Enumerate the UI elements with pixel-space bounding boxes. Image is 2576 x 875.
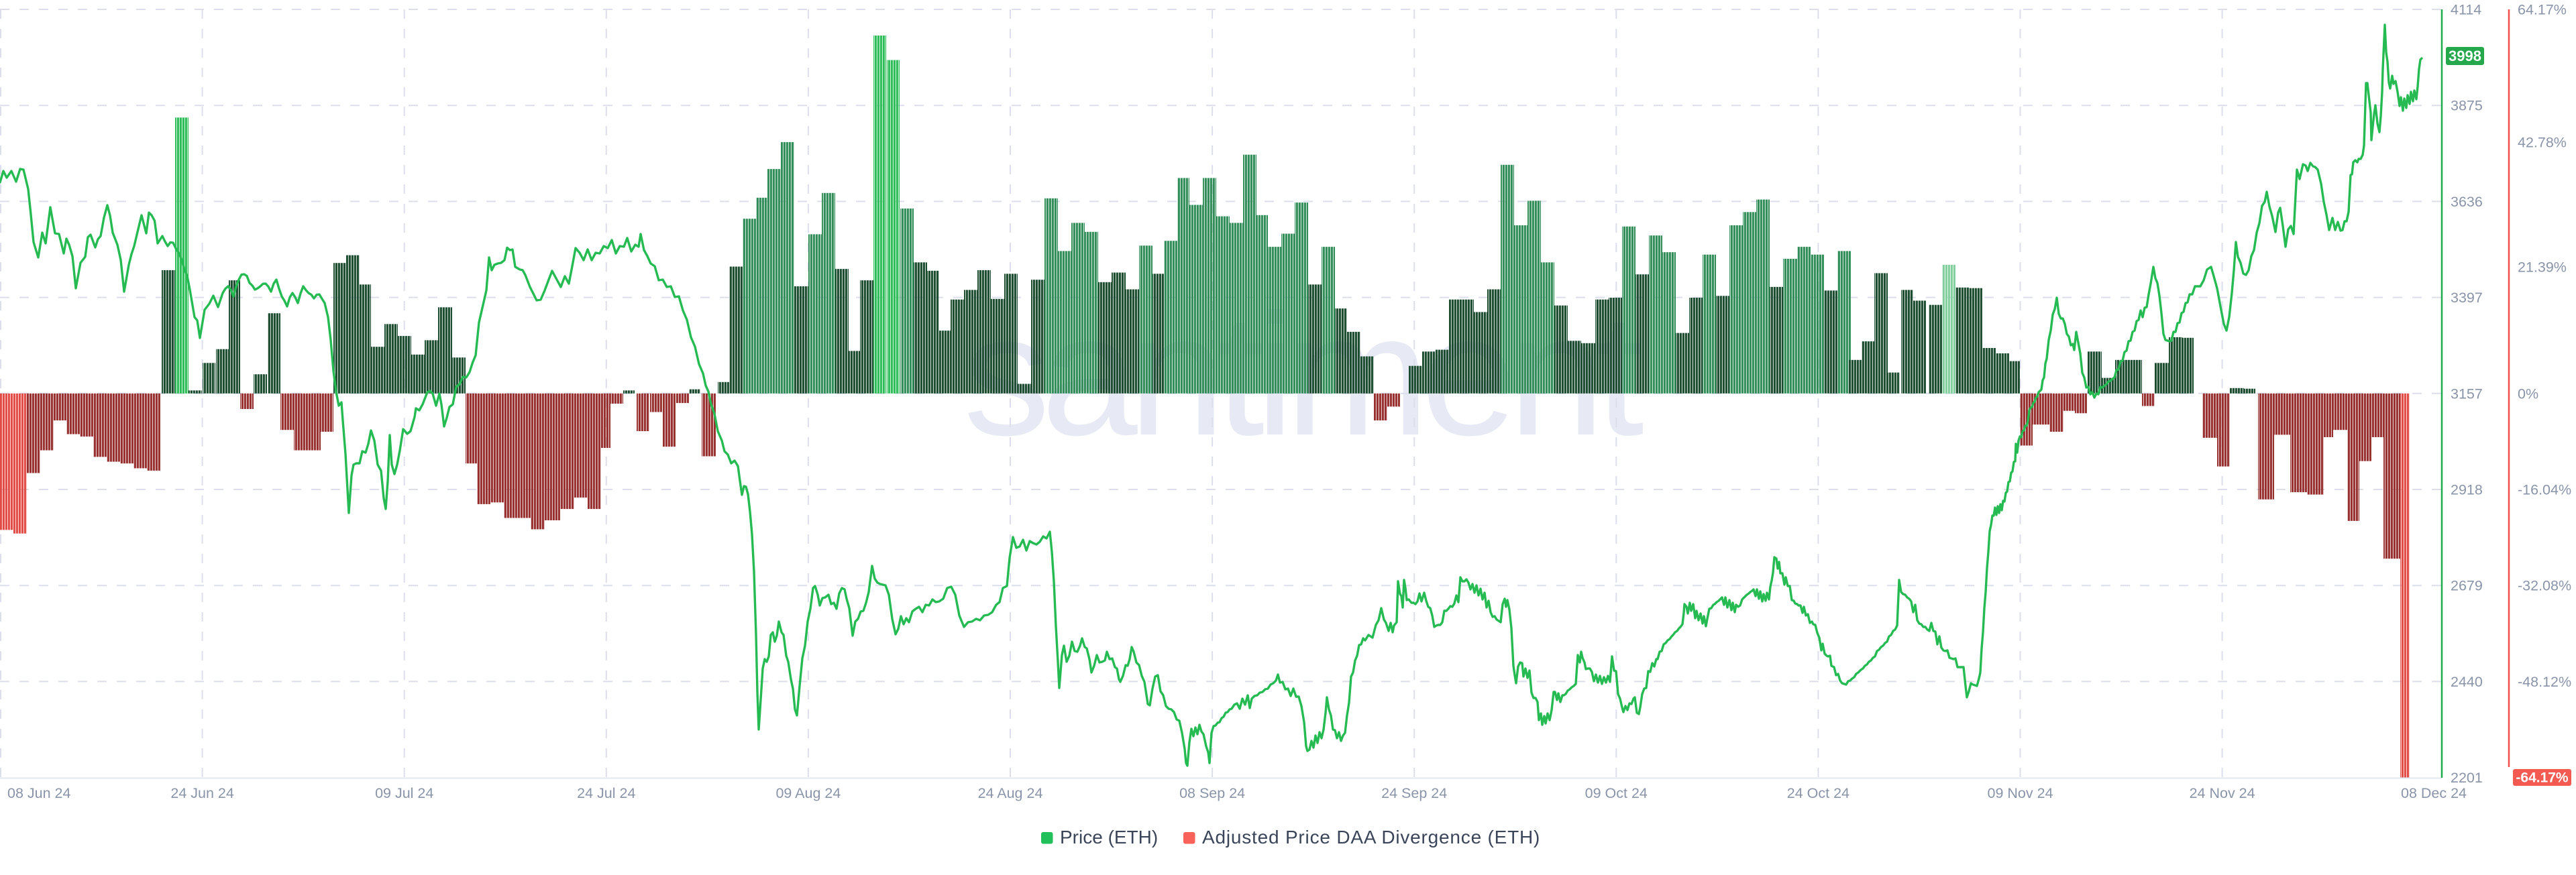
svg-text:08 Jun 24: 08 Jun 24 bbox=[7, 785, 70, 801]
svg-text:24 Aug 24: 24 Aug 24 bbox=[978, 785, 1043, 801]
svg-text:24 Jun 24: 24 Jun 24 bbox=[170, 785, 233, 801]
svg-text:-48.12%: -48.12% bbox=[2518, 674, 2571, 690]
svg-text:2440: 2440 bbox=[2451, 674, 2483, 690]
svg-text:3157: 3157 bbox=[2451, 386, 2483, 402]
svg-text:Price (ETH): Price (ETH) bbox=[1060, 827, 1158, 848]
svg-text:64.17%: 64.17% bbox=[2518, 2, 2567, 18]
svg-text:09 Jul 24: 09 Jul 24 bbox=[375, 785, 433, 801]
svg-text:3875: 3875 bbox=[2451, 98, 2483, 114]
svg-text:42.78%: 42.78% bbox=[2518, 135, 2567, 151]
svg-text:3397: 3397 bbox=[2451, 290, 2483, 306]
svg-text:08 Dec 24: 08 Dec 24 bbox=[2401, 785, 2467, 801]
svg-text:24 Sep 24: 24 Sep 24 bbox=[1381, 785, 1447, 801]
svg-text:24 Jul 24: 24 Jul 24 bbox=[577, 785, 635, 801]
svg-text:Adjusted Price DAA Divergence: Adjusted Price DAA Divergence (ETH) bbox=[1202, 827, 1540, 848]
svg-text:21.39%: 21.39% bbox=[2518, 259, 2567, 276]
svg-text:2679: 2679 bbox=[2451, 578, 2483, 594]
svg-text:3998: 3998 bbox=[2449, 48, 2481, 64]
svg-text:24 Nov 24: 24 Nov 24 bbox=[2190, 785, 2255, 801]
svg-text:-32.08%: -32.08% bbox=[2518, 578, 2571, 594]
svg-text:0%: 0% bbox=[2518, 386, 2538, 402]
svg-text:08 Sep 24: 08 Sep 24 bbox=[1179, 785, 1245, 801]
svg-text:09 Aug 24: 09 Aug 24 bbox=[775, 785, 841, 801]
svg-text:24 Oct 24: 24 Oct 24 bbox=[1787, 785, 1849, 801]
svg-text:09 Oct 24: 09 Oct 24 bbox=[1585, 785, 1648, 801]
svg-text:2918: 2918 bbox=[2451, 482, 2483, 498]
svg-text:4114: 4114 bbox=[2451, 2, 2481, 18]
svg-text:09 Nov 24: 09 Nov 24 bbox=[1987, 785, 2053, 801]
svg-text:2201: 2201 bbox=[2451, 770, 2483, 786]
svg-text:3636: 3636 bbox=[2451, 194, 2483, 210]
svg-text:-16.04%: -16.04% bbox=[2518, 482, 2571, 498]
svg-text:-64.17%: -64.17% bbox=[2516, 770, 2569, 786]
